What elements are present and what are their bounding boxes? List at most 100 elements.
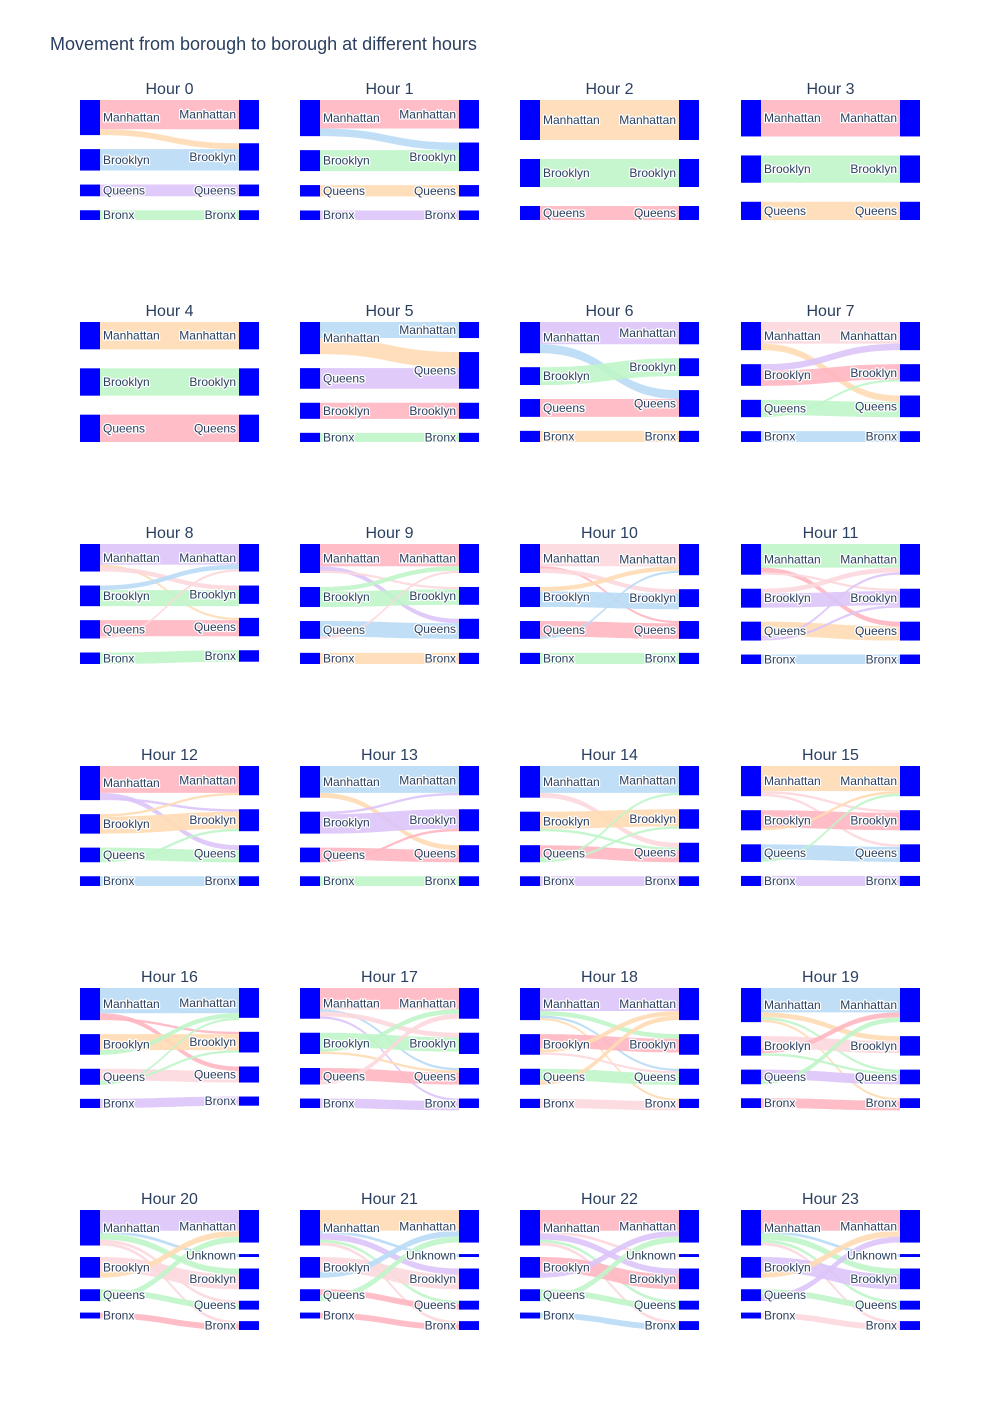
source-node-label: Queens bbox=[764, 846, 806, 860]
sankey-panel-hour-15: Hour 15 Manhattan Brooklyn Queens Bronx Manha… bbox=[741, 747, 920, 889]
flow-link-queens-to-brooklyn bbox=[761, 605, 900, 641]
source-node-queens bbox=[520, 206, 540, 220]
flow-link-manhattan-to-manhattan bbox=[320, 1210, 459, 1231]
target-node-label: Manhattan bbox=[399, 996, 456, 1010]
source-node-manhattan bbox=[741, 1210, 761, 1246]
source-node-queens bbox=[300, 621, 320, 639]
source-node-brooklyn bbox=[300, 402, 320, 419]
flow-link-queens-to-queens bbox=[761, 201, 900, 220]
sankey-panel-hour-3: Hour 3 Manhattan Brooklyn Queens Manhattan Br… bbox=[741, 81, 920, 220]
target-node-label: Brooklyn bbox=[409, 150, 456, 164]
source-node-label: Brooklyn bbox=[103, 1037, 150, 1051]
target-node-label: Brooklyn bbox=[189, 588, 236, 602]
sankey-panel-hour-13: Hour 13 Manhattan Brooklyn Queens Bronx Manha… bbox=[300, 747, 479, 889]
target-node-label: Queens bbox=[634, 1070, 676, 1084]
sankey-panel-hour-23: Hour 23 Manhattan Brooklyn Queens Bronx Manha… bbox=[741, 1191, 920, 1334]
flow-link-manhattan-to-bronx bbox=[761, 1019, 900, 1101]
target-node-manhattan bbox=[900, 322, 920, 351]
target-node-brooklyn bbox=[679, 159, 699, 187]
target-node-label: Bronx bbox=[425, 1096, 456, 1110]
source-node-queens bbox=[741, 844, 761, 862]
flow-link-brooklyn-to-queens bbox=[320, 1051, 459, 1073]
target-node-label: Queens bbox=[855, 1070, 897, 1084]
flow-link-queens-to-manhattan bbox=[100, 1236, 239, 1302]
target-node-manhattan bbox=[900, 544, 920, 575]
source-node-brooklyn bbox=[80, 368, 100, 396]
flow-link-queens-to-brooklyn bbox=[320, 828, 459, 863]
target-node-label: Manhattan bbox=[840, 774, 897, 788]
flow-link-brooklyn-to-brooklyn bbox=[320, 589, 459, 608]
panel-title: Hour 4 bbox=[145, 303, 193, 320]
target-node-label: Brooklyn bbox=[409, 1272, 456, 1286]
source-node-brooklyn bbox=[80, 1034, 100, 1055]
source-node-queens bbox=[80, 620, 100, 639]
target-node-unknown bbox=[679, 1254, 699, 1258]
source-node-label: Brooklyn bbox=[103, 375, 150, 389]
source-node-bronx bbox=[741, 654, 761, 664]
target-node-brooklyn bbox=[459, 402, 479, 419]
flow-link-manhattan-to-unknown bbox=[100, 1230, 239, 1258]
source-node-label: Manhattan bbox=[764, 329, 821, 343]
source-node-label: Queens bbox=[543, 206, 585, 220]
target-node-label: Bronx bbox=[425, 1319, 456, 1333]
sankey-panel-hour-1: Hour 1 Manhattan Brooklyn Queens Bronx Manhat… bbox=[300, 81, 479, 223]
flow-link-brooklyn-to-queens bbox=[540, 828, 679, 851]
source-node-label: Manhattan bbox=[323, 996, 380, 1010]
target-node-queens bbox=[900, 201, 920, 220]
target-node-queens bbox=[239, 1300, 259, 1310]
target-node-label: Queens bbox=[855, 624, 897, 638]
target-node-unknown bbox=[239, 1254, 259, 1258]
flow-link-queens-to-manhattan bbox=[320, 570, 459, 639]
sankey-panel-hour-6: Hour 6 Manhattan Brooklyn Queens Bronx Manhat… bbox=[520, 303, 699, 445]
target-node-label: Brooklyn bbox=[850, 162, 897, 176]
target-node-queens bbox=[239, 617, 259, 637]
target-node-bronx bbox=[239, 650, 259, 662]
source-node-label: Manhattan bbox=[764, 111, 821, 125]
flow-link-manhattan-to-unknown bbox=[540, 1230, 679, 1258]
panel-title: Hour 1 bbox=[365, 81, 413, 98]
source-node-brooklyn bbox=[520, 1034, 540, 1055]
target-node-manhattan bbox=[239, 100, 259, 130]
flow-link-brooklyn-to-manhattan bbox=[320, 792, 459, 815]
source-node-label: Queens bbox=[323, 371, 365, 385]
panel-title: Hour 17 bbox=[361, 969, 418, 986]
source-node-queens bbox=[741, 399, 761, 418]
target-node-unknown bbox=[900, 1254, 920, 1258]
source-node-label: Brooklyn bbox=[543, 369, 590, 383]
source-node-label: Queens bbox=[103, 1070, 145, 1084]
panel-title: Hour 13 bbox=[361, 747, 418, 764]
source-node-label: Brooklyn bbox=[764, 368, 811, 382]
flow-link-brooklyn-to-brooklyn bbox=[320, 402, 459, 419]
target-node-queens bbox=[459, 352, 479, 389]
source-node-label: Bronx bbox=[543, 874, 574, 888]
target-node-brooklyn bbox=[239, 143, 259, 171]
source-node-label: Queens bbox=[764, 1288, 806, 1302]
panel-title: Hour 15 bbox=[802, 747, 859, 764]
target-node-manhattan bbox=[679, 322, 699, 345]
source-node-label: Queens bbox=[543, 401, 585, 415]
source-node-label: Brooklyn bbox=[764, 1260, 811, 1274]
target-node-manhattan bbox=[459, 100, 479, 129]
source-node-label: Manhattan bbox=[323, 111, 380, 125]
target-node-bronx bbox=[679, 1098, 699, 1108]
flow-link-queens-to-queens bbox=[540, 621, 679, 639]
sankey-panel-hour-22: Hour 22 Manhattan Brooklyn Queens Bronx Manha… bbox=[520, 1191, 699, 1334]
target-node-bronx bbox=[900, 1321, 920, 1330]
target-node-queens bbox=[900, 621, 920, 641]
target-node-manhattan bbox=[900, 988, 920, 1023]
target-node-brooklyn bbox=[679, 1034, 699, 1055]
flow-link-queens-to-manhattan bbox=[540, 570, 679, 639]
target-node-label: Queens bbox=[194, 620, 236, 634]
target-node-label: Manhattan bbox=[840, 552, 897, 566]
target-node-queens bbox=[679, 1068, 699, 1085]
target-node-brooklyn bbox=[239, 585, 259, 604]
target-node-brooklyn bbox=[679, 358, 699, 377]
panel-title: Hour 21 bbox=[361, 1191, 418, 1208]
flow-link-brooklyn-to-brooklyn bbox=[100, 1257, 239, 1290]
target-node-manhattan bbox=[900, 766, 920, 797]
source-node-bronx bbox=[520, 652, 540, 664]
target-node-bronx bbox=[900, 1098, 920, 1108]
flow-link-manhattan-to-manhattan bbox=[100, 322, 239, 350]
target-node-label: Unknown bbox=[847, 1249, 897, 1263]
